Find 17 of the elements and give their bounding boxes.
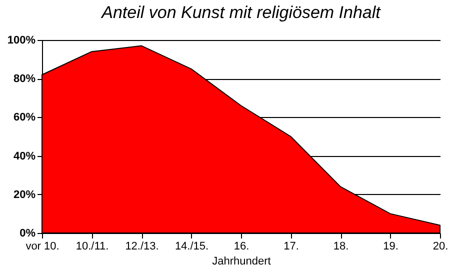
- y-tick-label: 100%: [7, 34, 36, 46]
- y-tick-label: 40%: [13, 150, 36, 162]
- y-tick-label: 0%: [20, 228, 36, 240]
- x-tick-label: 10./11.: [76, 240, 109, 252]
- x-tick-label: 19.: [383, 240, 398, 252]
- chart-title: Anteil von Kunst mit religiösem Inhalt: [100, 3, 382, 22]
- x-tick-label: vor 10.: [26, 240, 60, 252]
- x-tick-label: 16.: [234, 240, 250, 252]
- y-tick-label: 60%: [13, 112, 36, 124]
- x-tick-label: 14./15.: [174, 240, 209, 252]
- y-tick-label: 20%: [13, 188, 36, 201]
- x-tick-label: 18.: [333, 240, 349, 252]
- y-tick-label: 80%: [13, 73, 36, 86]
- x-tick-label: 17.: [284, 240, 299, 252]
- x-tick-label: 12./13.: [125, 240, 159, 252]
- x-axis-title: Jahrhundert: [212, 256, 271, 268]
- x-tick-label: 20.: [432, 240, 448, 252]
